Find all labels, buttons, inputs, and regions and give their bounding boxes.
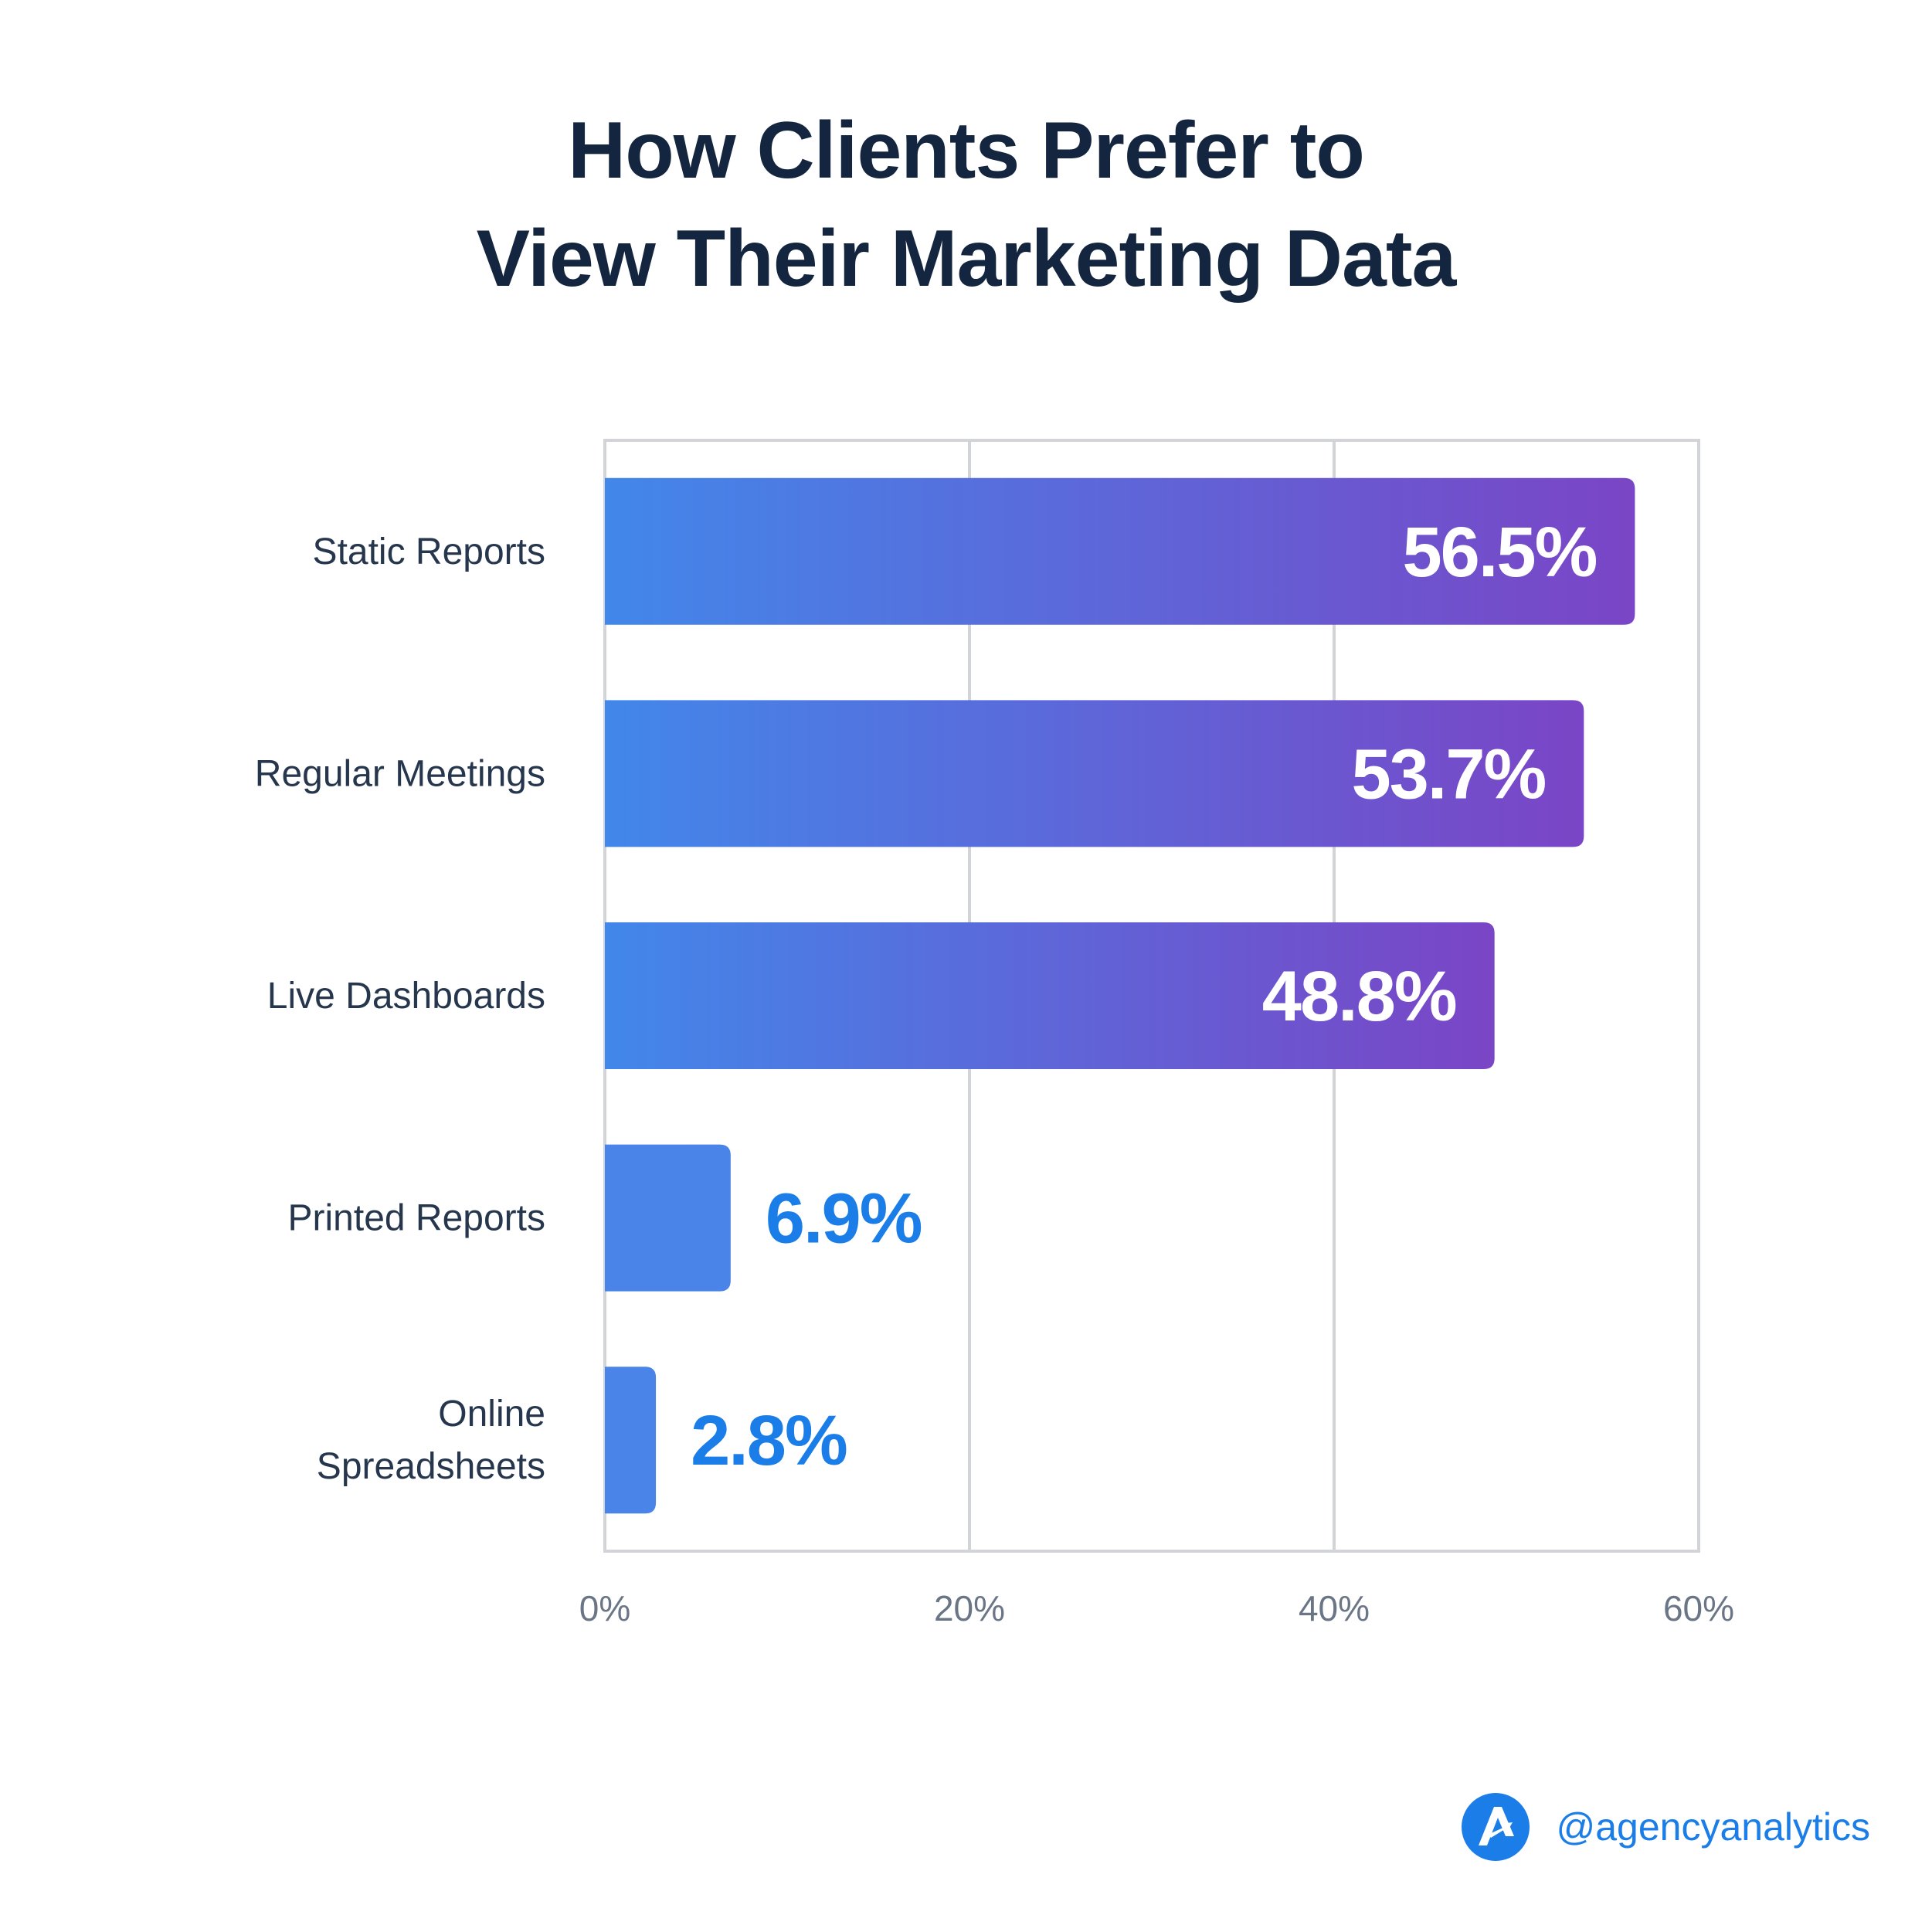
x-tick-label: 20%: [934, 1588, 1005, 1628]
x-tick-label: 60%: [1663, 1588, 1734, 1628]
brand-footer: @agencyanalytics: [1457, 1784, 1870, 1869]
category-label: Online Spreadsheets: [317, 1394, 545, 1487]
category-label: Static Reports: [313, 531, 545, 572]
chart-title-line-1: How Clients Prefer to: [568, 106, 1365, 195]
bar-value-label: 53.7%: [1351, 735, 1545, 813]
category-label: Regular Meetings: [255, 753, 545, 794]
brand-handle: @agencyanalytics: [1556, 1805, 1870, 1849]
chart-title: How Clients Prefer to View Their Marketi…: [0, 97, 1932, 313]
bar: [605, 1144, 731, 1292]
bar-value-label: 56.5%: [1403, 513, 1597, 592]
category-label: Printed Reports: [288, 1198, 546, 1239]
agencyanalytics-logo-icon: [1462, 1793, 1530, 1861]
chart-title-line-2: View Their Marketing Data: [476, 214, 1457, 304]
x-tick-label: 40%: [1299, 1588, 1370, 1628]
x-tick-label: 0%: [579, 1588, 630, 1628]
bar: [605, 1367, 657, 1514]
bar-value-label: 48.8%: [1262, 957, 1456, 1036]
category-label: Live Dashboards: [267, 976, 545, 1017]
bar-value-label: 2.8%: [691, 1401, 847, 1480]
bar-value-label: 6.9%: [766, 1180, 922, 1258]
bar: [605, 700, 1584, 847]
bar: [605, 477, 1635, 625]
bar: [605, 922, 1495, 1069]
